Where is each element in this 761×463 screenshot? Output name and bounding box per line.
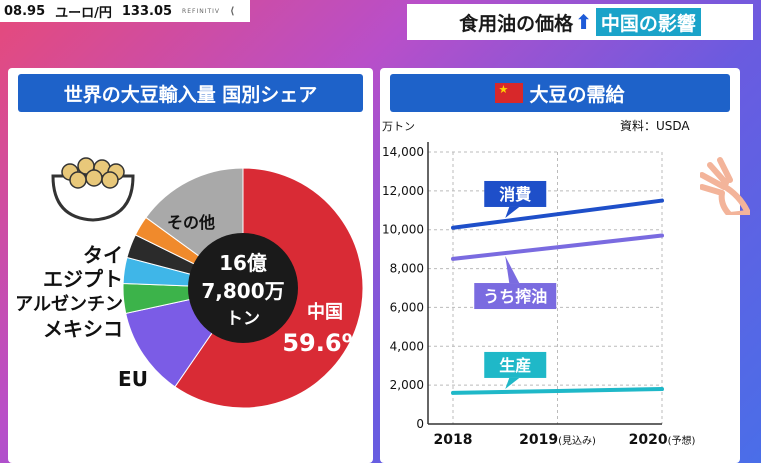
pie-label-egypt: エジプト <box>43 267 123 291</box>
y-unit-label: 万トン <box>382 120 415 133</box>
callout-box-production <box>484 351 547 378</box>
x-tick-label: 2020(予想) <box>629 432 696 448</box>
supply-demand-panel: 大豆の需給 万トン 資料：USDA 0 2,000 4,000 6,000 8,000 1… <box>380 68 740 463</box>
china-flag-icon <box>495 83 524 103</box>
pie-chart-title: 世界の大豆輸入量 国別シェア <box>18 74 363 112</box>
pie-label-thailand: タイ <box>83 243 123 267</box>
series-label-consumption: 消費 <box>499 185 531 204</box>
callout-pointer <box>505 206 520 218</box>
y-tick-label: 4,000 <box>390 339 424 353</box>
market-ticker: 08.95 ユーロ/円 133.05 REFINITIV ⟨ <box>0 0 250 22</box>
source-note: 資料：USDA <box>620 119 690 133</box>
import-share-panel: 世界の大豆輸入量 国別シェア 16億 7,800万 トン 中国 59.6% EU… <box>8 68 373 463</box>
y-tick-label: 0 <box>416 417 424 431</box>
y-tick-label: 2,000 <box>390 378 424 392</box>
pie-label-china: 中国 <box>307 301 343 323</box>
series-label-crushing: うち搾油 <box>483 287 547 306</box>
callout-box-crushing <box>474 283 557 310</box>
up-arrow-icon: ⬆ <box>575 10 592 34</box>
headline-tag: 中国の影響 <box>595 8 701 36</box>
series-label-production: 生産 <box>499 356 531 375</box>
x-tick-label: 2019(見込み) <box>519 432 596 448</box>
pie-center-line-2: 7,800万 <box>201 279 284 303</box>
pie-chart: 16億 7,800万 トン 中国 59.6% EU メキシコ アルゼンチン エジ… <box>15 157 366 409</box>
pie-center-hole <box>188 233 298 343</box>
callout-box-consumption <box>484 180 547 207</box>
line-chart-title: 大豆の需給 <box>529 83 625 106</box>
headline-text: 食用油の価格 <box>459 12 574 35</box>
series-line-crushing <box>451 233 664 261</box>
pie-value-china: 59.6% <box>282 329 365 357</box>
pie-label-eu: EU <box>118 367 148 391</box>
top-bar: 08.95 ユーロ/円 133.05 REFINITIV ⟨ 食用油の価格 ⬆ … <box>0 0 761 44</box>
headline-banner: 食用油の価格 ⬆ 中国の影響 <box>407 4 753 40</box>
pie-label-other: その他 <box>167 213 215 232</box>
pie-center-line-1: 16億 <box>219 251 267 275</box>
series-line-consumption <box>451 198 664 230</box>
line-chart: 万トン 資料：USDA 0 2,000 4,000 6,000 8,000 10,000 1… <box>382 119 696 448</box>
y-tick-label: 8,000 <box>390 262 424 276</box>
pie-label-argentina: アルゼンチン <box>15 293 123 315</box>
refinitiv-logo-icon: ⟨ <box>230 5 235 17</box>
x-tick-label: 2018 <box>434 432 473 448</box>
pie-center-line-3: トン <box>226 309 260 329</box>
ticker-rate: 133.05 <box>121 3 173 19</box>
y-tick-label: 10,000 <box>382 223 424 237</box>
soybean-bowl-icon <box>51 157 135 222</box>
line-chart-title-bar: 大豆の需給 <box>390 74 730 112</box>
series-line-production <box>451 387 664 395</box>
callout-pointer <box>505 377 520 389</box>
y-tick-label: 6,000 <box>390 300 424 314</box>
pie-label-mexico: メキシコ <box>43 317 123 341</box>
ticker-pair: ユーロ/円 <box>55 5 112 21</box>
y-tick-label: 14,000 <box>382 145 424 159</box>
presenter-hand-icon <box>700 157 750 215</box>
callout-pointer <box>505 256 520 284</box>
ticker-prev-value: 08.95 <box>4 3 46 19</box>
ticker-source: REFINITIV <box>182 7 221 15</box>
y-tick-label: 12,000 <box>382 184 424 198</box>
